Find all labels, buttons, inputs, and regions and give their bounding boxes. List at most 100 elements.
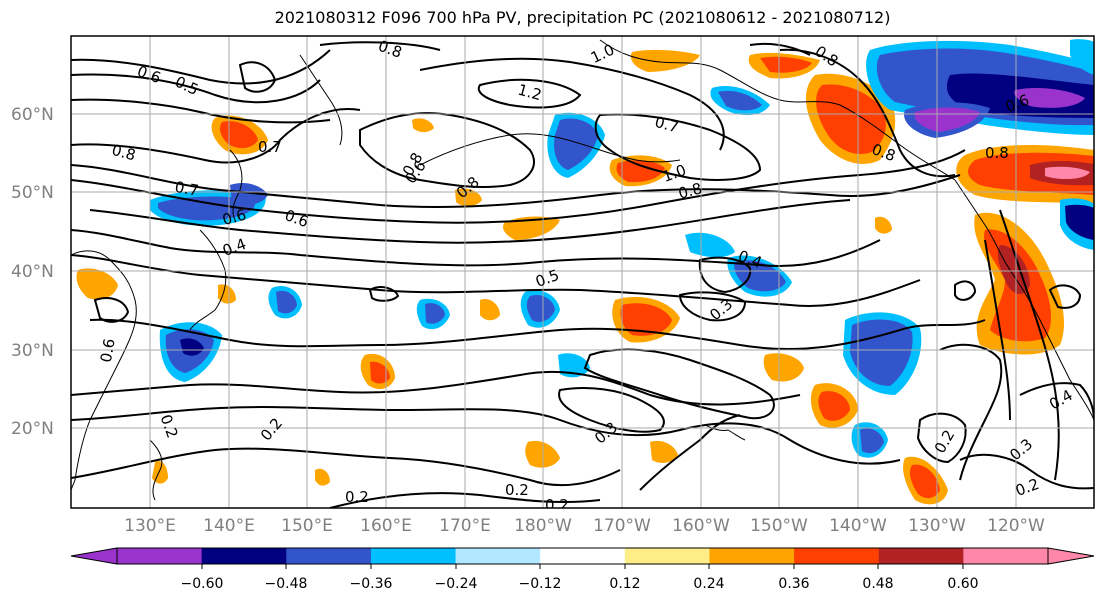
colorbar-segment	[794, 548, 880, 564]
colorbar-tick-label: 0.24	[693, 576, 724, 592]
precip-blob-positive	[412, 118, 434, 133]
precip-blob-negative	[860, 428, 884, 454]
pv-contour-line	[71, 229, 881, 267]
colorbar-frame	[116, 547, 1049, 565]
contour-label: 0.2	[931, 427, 959, 457]
contour-label: 0.8	[676, 179, 704, 203]
contour-label: 0.8	[376, 37, 405, 62]
precip-blob-negative	[230, 183, 268, 206]
precip-blob-negative	[425, 303, 445, 324]
colorbar-tick-label: −0.36	[350, 576, 393, 592]
colorbar-tick-label: 0.12	[609, 576, 640, 592]
pv-contour-line	[71, 406, 901, 465]
colorbar-tick-label: −0.60	[181, 576, 224, 592]
coastline-sakhalin	[229, 149, 243, 221]
pv-contour-line	[939, 343, 1003, 481]
contour-label: 0.2	[345, 488, 369, 506]
coastline-alaska	[599, 39, 956, 181]
contour-label: 0.8	[110, 141, 138, 165]
contour-labels: 0.6 0.5 0.8 0.7 0.8 0.7 0.6 0.6 0.4 0.6 …	[97, 37, 1076, 508]
contour-label: 0.2	[156, 412, 181, 441]
contour-label: 0.6	[220, 205, 248, 229]
contour-label: 0.7	[173, 178, 200, 200]
contour-label: 0.6	[135, 62, 164, 87]
pv-contour-line	[594, 113, 762, 181]
pv-contour-line	[959, 453, 1094, 490]
precip-blob-positive	[370, 361, 390, 384]
pv-contour-line	[749, 42, 811, 56]
colorbar-ticks	[201, 564, 964, 569]
latitude-labels: 60°N 50°N 40°N 30°N 20°N	[11, 105, 54, 439]
colorbar-extend-right	[1047, 547, 1095, 565]
pv-contour-line	[999, 209, 1060, 481]
pv-contour-line	[368, 286, 400, 302]
contour-label: 1.2	[516, 81, 544, 105]
lon-label: 130°W	[908, 516, 966, 536]
colorbar-tick-label: 0.48	[862, 576, 893, 592]
colorbar-segment	[370, 548, 457, 564]
precip-blob-positive	[816, 84, 886, 155]
precip-blob-negative	[554, 118, 598, 170]
precip-blob-positive	[315, 468, 330, 486]
pv-contour-line	[558, 387, 665, 433]
precip-blob-positive	[616, 160, 665, 183]
colorbar-tick-label: 0.60	[947, 576, 978, 592]
lon-label: 160°E	[360, 516, 412, 536]
colorbar-segment	[455, 548, 541, 564]
precip-blob-negative	[1014, 87, 1085, 108]
pv-contour-line	[477, 78, 582, 109]
precip-blob-positive	[503, 216, 560, 240]
precip-blob-negative	[734, 260, 786, 292]
pv-contour-line	[916, 412, 967, 464]
precip-blob-positive	[152, 460, 168, 484]
precip-blob-positive	[875, 216, 892, 234]
contour-label: 0.2	[1013, 475, 1042, 500]
colorbar: −0.60 −0.48 −0.36 −0.24 −0.12 0.12 0.24 …	[70, 547, 1095, 592]
pv-contour-line	[71, 98, 331, 124]
lon-label: 180°W	[514, 516, 572, 536]
contour-label: 0.7	[653, 113, 681, 137]
precip-shading	[76, 39, 1094, 505]
pv-contour-line	[71, 254, 921, 307]
lon-label: 160°W	[672, 516, 730, 536]
lon-label: 170°W	[593, 516, 651, 536]
lon-label: 140°E	[203, 516, 255, 536]
contour-label: 1.0	[588, 41, 617, 67]
precip-blob-negative	[526, 294, 555, 322]
gridlines	[71, 36, 1094, 508]
lat-label-60n: 60°N	[11, 105, 54, 125]
pv-contour-line	[639, 414, 741, 491]
coastline-kamchatka	[299, 54, 343, 146]
lon-label: 140°W	[829, 516, 887, 536]
contour-label: 0.5	[533, 266, 562, 291]
pv-contour-line	[1019, 382, 1094, 421]
precip-blob-positive	[76, 268, 118, 300]
longitude-labels: 130°E 140°E 150°E 160°E 170°E 180°W 170°…	[124, 516, 1045, 536]
lon-label: 150°E	[281, 516, 333, 536]
lat-label-50n: 50°N	[11, 183, 54, 203]
pv-contour-line	[93, 297, 130, 323]
precip-blob-negative	[1070, 39, 1094, 75]
contour-label: 0.4	[220, 235, 249, 260]
pv-contour-line	[698, 256, 752, 294]
colorbar-tick-label: −0.48	[265, 576, 308, 592]
precip-blob-negative	[850, 319, 913, 386]
precip-blob-negative	[685, 232, 735, 258]
colorbar-segment	[963, 548, 1049, 564]
pv-contour-line	[71, 108, 361, 164]
pv-contour-line	[71, 370, 801, 406]
contour-label: 0.7	[258, 138, 282, 156]
colorbar-segments	[70, 547, 1095, 565]
precip-blob-negative	[276, 290, 297, 314]
pv-contour-line	[89, 318, 986, 350]
precip-blob-positive	[650, 440, 678, 463]
lat-label-40n: 40°N	[11, 262, 54, 282]
precip-blob-positive	[763, 353, 804, 382]
pv-contour-line	[71, 164, 961, 208]
coastline-asia	[71, 250, 137, 491]
coastline-japan	[189, 229, 227, 331]
pv-contour-line	[238, 61, 277, 93]
contour-label: 0.2	[257, 414, 286, 444]
colorbar-segment	[624, 548, 710, 564]
colorbar-tick-label: −0.24	[435, 576, 478, 592]
